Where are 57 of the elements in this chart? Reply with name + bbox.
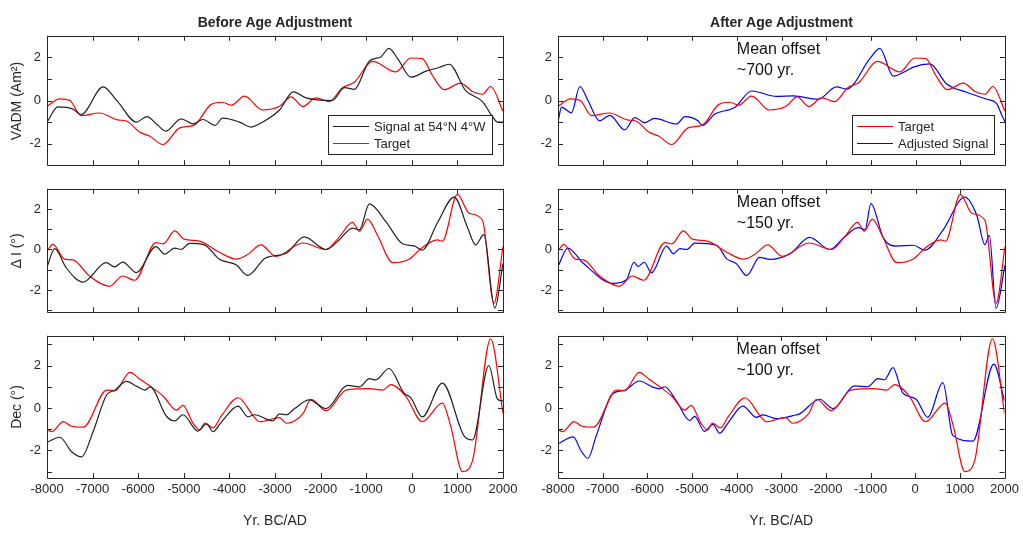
legend-label: Adjusted Signal bbox=[898, 135, 989, 153]
y-axis-title: Dec (°) bbox=[8, 385, 24, 429]
x-tick-label: -3000 bbox=[764, 481, 798, 497]
x-tick-label: -1000 bbox=[853, 481, 888, 497]
x-tick-label: 1000 bbox=[442, 481, 472, 497]
y-tick-label: -2 bbox=[29, 281, 41, 297]
x-tick-label: -3000 bbox=[258, 481, 292, 497]
y-axis-title: Δ I (°) bbox=[8, 232, 24, 269]
x-tick-label: -4000 bbox=[212, 481, 247, 497]
y-axis-title: VADM (Am²) bbox=[8, 61, 24, 140]
y-tick-label: 2 bbox=[33, 48, 41, 64]
x-tick-label: 1000 bbox=[945, 481, 975, 497]
y-tick-label: 2 bbox=[544, 200, 552, 216]
x-tick-label: 0 bbox=[911, 481, 919, 497]
legend-label: Target bbox=[898, 118, 935, 136]
x-tick-label: -2000 bbox=[303, 481, 338, 497]
annotation: Mean offset ~700 yr. bbox=[736, 38, 821, 81]
chart-title: After Age Adjustment bbox=[709, 13, 854, 30]
line-series bbox=[558, 338, 1005, 473]
x-tick-label: 0 bbox=[408, 481, 416, 497]
y-tick-label: 0 bbox=[33, 399, 41, 415]
y-tick-label: 2 bbox=[33, 200, 41, 216]
y-tick-label: 0 bbox=[33, 241, 41, 257]
y-tick-label: -2 bbox=[540, 135, 552, 151]
y-tick-label: 2 bbox=[544, 357, 552, 373]
x-tick-label: -6000 bbox=[121, 481, 155, 497]
x-tick-label: -1000 bbox=[349, 481, 383, 497]
x-tick-label: -5000 bbox=[675, 481, 709, 497]
x-tick-label: 2000 bbox=[488, 481, 518, 497]
x-tick-label: 2000 bbox=[990, 481, 1019, 497]
x-axis-title: Yr. BC/AD bbox=[242, 512, 308, 528]
legend-label: Target bbox=[374, 135, 411, 153]
line-series bbox=[47, 338, 503, 473]
y-tick-label: -2 bbox=[29, 135, 41, 151]
legend-label: Signal at 54°N 4°W bbox=[374, 118, 486, 136]
chart-title: Before Age Adjustment bbox=[196, 13, 354, 30]
x-tick-label: -2000 bbox=[809, 481, 843, 497]
annotation: Mean offset ~150 yr. bbox=[736, 191, 821, 234]
x-tick-label: -5000 bbox=[167, 481, 201, 497]
y-tick-label: 0 bbox=[544, 399, 552, 415]
y-tick-label: -2 bbox=[540, 281, 552, 297]
y-tick-label: 0 bbox=[544, 92, 552, 108]
y-tick-label: 2 bbox=[33, 357, 41, 373]
x-tick-label: -7000 bbox=[75, 481, 110, 497]
annotation: Mean offset ~100 yr. bbox=[736, 338, 820, 381]
y-tick-label: -2 bbox=[29, 441, 41, 457]
y-tick-label: 0 bbox=[33, 92, 41, 108]
x-tick-label: -8000 bbox=[30, 481, 64, 497]
x-tick-label: -6000 bbox=[630, 481, 664, 497]
x-axis-title: Yr. BC/AD bbox=[748, 512, 815, 528]
y-tick-label: 0 bbox=[544, 241, 552, 257]
line-series bbox=[558, 363, 1005, 459]
x-tick-label: -7000 bbox=[586, 481, 620, 497]
x-tick-label: -8000 bbox=[541, 481, 575, 497]
y-tick-label: 2 bbox=[544, 48, 552, 64]
x-tick-label: -4000 bbox=[719, 481, 754, 497]
y-tick-label: -2 bbox=[540, 441, 552, 457]
